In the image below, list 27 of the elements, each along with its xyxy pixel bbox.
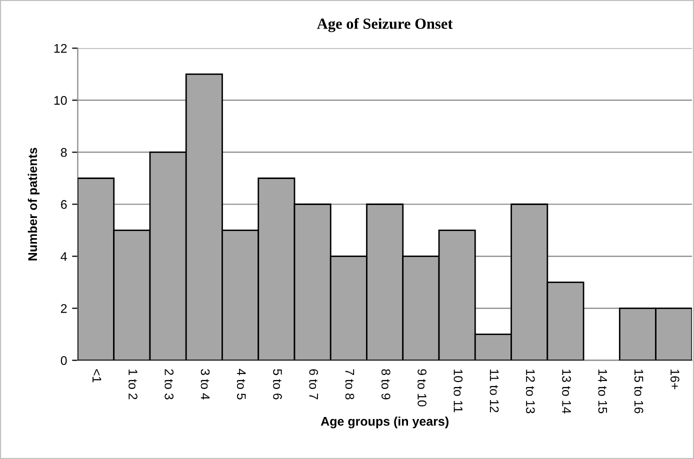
y-tick-label: 12 xyxy=(54,44,67,53)
y-tick-label: 10 xyxy=(54,96,67,105)
x-axis-title: Age groups (in years) xyxy=(320,416,448,428)
x-tick-label: 3 to 4 xyxy=(200,369,210,400)
x-tick-label: 4 to 5 xyxy=(236,368,246,400)
x-tick-label: 1 to 2 xyxy=(128,370,138,400)
x-tick-label: 2 to 3 xyxy=(164,369,174,400)
x-tick-label: 7 to 8 xyxy=(345,369,354,400)
y-tick-label: 8 xyxy=(60,148,67,157)
x-tick-label: <1 xyxy=(92,369,102,382)
y-tick-label: 6 xyxy=(60,200,67,209)
x-tick-label: 10 to 11 xyxy=(454,370,463,412)
x-tick-label: 5 to 6 xyxy=(273,369,282,400)
x-tick-label: 9 to 10 xyxy=(418,369,426,406)
x-tick-label: 12 to 13 xyxy=(526,370,535,414)
x-tick-label: 15 to 16 xyxy=(634,370,644,414)
x-tick-label: 16+ xyxy=(670,370,680,390)
y-tick-label: 4 xyxy=(60,252,67,261)
x-tick-label: 14 to 15 xyxy=(598,370,607,414)
y-tick-label: 0 xyxy=(60,356,67,365)
y-tick-label: 2 xyxy=(60,304,67,313)
y-axis-title: Number of patients xyxy=(28,148,40,260)
chart-title: Age of Seizure Onset xyxy=(317,18,453,32)
x-tick-label: 8 to 9 xyxy=(381,369,390,400)
x-tick-label: 11 to 12 xyxy=(490,370,499,412)
x-tick-label: 13 to 14 xyxy=(562,370,571,414)
x-tick-label: 6 to 7 xyxy=(309,369,318,400)
